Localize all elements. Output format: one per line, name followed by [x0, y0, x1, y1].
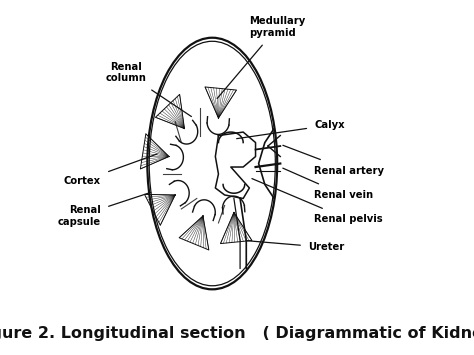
- Text: Medullary
pyramid: Medullary pyramid: [217, 16, 306, 98]
- Text: Renal
column: Renal column: [105, 62, 191, 116]
- Text: Renal pelvis: Renal pelvis: [252, 179, 383, 224]
- Text: Ureter: Ureter: [246, 241, 344, 252]
- Text: Renal vein: Renal vein: [283, 168, 374, 200]
- Text: Calyx: Calyx: [237, 120, 345, 139]
- Text: Renal
capsule: Renal capsule: [58, 192, 151, 227]
- Text: Cortex: Cortex: [64, 154, 157, 186]
- Text: Figure 2. Longitudinal section   ( Diagrammatic of Kidney): Figure 2. Longitudinal section ( Diagram…: [0, 326, 474, 340]
- Text: Renal artery: Renal artery: [283, 145, 384, 175]
